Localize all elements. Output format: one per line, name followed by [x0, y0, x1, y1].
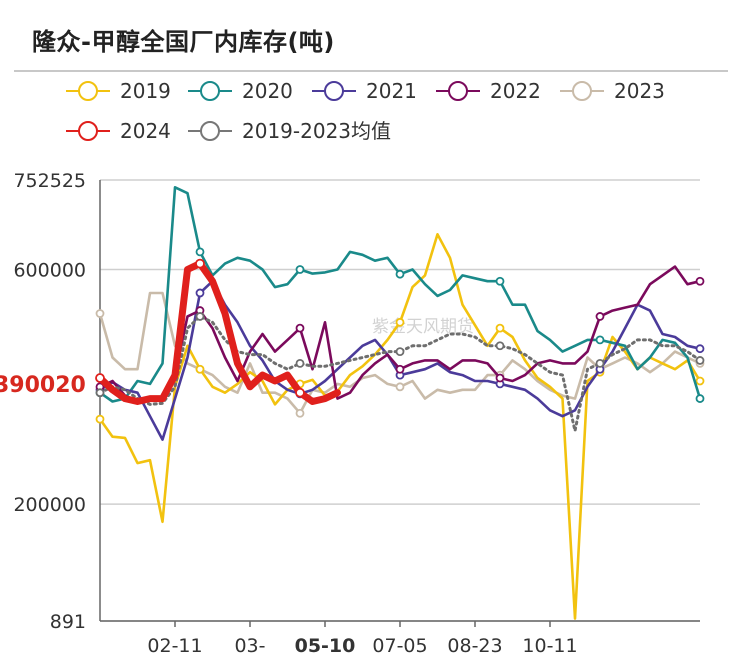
y-tick-label: 600000 — [13, 259, 86, 281]
chart-gridlines — [100, 179, 700, 622]
legend-swatch-marker — [200, 121, 220, 141]
x-tick-label: 02-11 — [147, 635, 202, 657]
series-point — [295, 265, 305, 274]
x-tick-label: 03- — [234, 635, 265, 657]
series-layer — [95, 186, 705, 620]
chart-legend: 2019 2020 2021 2022 2023 2024 2019-2023均值 — [66, 79, 665, 143]
series-point — [695, 394, 705, 403]
legend-label: 2024 — [120, 119, 171, 143]
series-point — [195, 288, 205, 298]
legend-label: 2021 — [366, 79, 417, 103]
legend-swatch-marker — [200, 81, 220, 101]
series-point — [395, 364, 405, 374]
series-line-2019 — [98, 233, 702, 620]
series-point — [95, 388, 105, 398]
series-point — [195, 258, 205, 269]
legend-swatch-marker — [78, 81, 98, 101]
x-tick-label: 05-10 — [295, 635, 356, 657]
x-tick-label: 07-05 — [372, 635, 427, 657]
series-point — [695, 344, 705, 354]
x-axis: 02-11 03- 05-10 07-05 08-23 10-11 — [100, 620, 700, 657]
x-tick-label: 10-11 — [522, 635, 577, 657]
series-point — [595, 335, 605, 345]
series-point — [395, 382, 405, 392]
series-point — [295, 323, 305, 333]
series-point — [395, 269, 405, 279]
title-divider — [14, 70, 728, 72]
series-point — [495, 341, 505, 351]
y-tick-label: 891 — [50, 611, 86, 633]
y-tick-label: 200000 — [13, 494, 86, 516]
legend-swatch-marker — [448, 81, 468, 101]
legend-item[interactable]: 2019-2023均值 — [188, 119, 391, 143]
series-point — [695, 376, 705, 386]
series-point — [195, 312, 205, 321]
y-tick-label: 752525 — [13, 170, 86, 192]
series-point — [595, 358, 605, 368]
x-tick-label: 08-23 — [447, 635, 502, 657]
series-point — [95, 414, 105, 424]
legend-swatch-marker — [572, 81, 592, 101]
legend-item[interactable]: 2023 — [560, 79, 665, 103]
series-point — [495, 276, 505, 286]
series-point — [295, 387, 305, 398]
series-point — [195, 247, 205, 257]
legend-item[interactable]: 2020 — [188, 79, 293, 103]
series-point — [95, 309, 105, 318]
series-point — [395, 347, 405, 357]
series-point — [395, 317, 405, 327]
series-point — [695, 356, 705, 365]
legend-swatch-marker — [324, 81, 344, 101]
legend-item[interactable]: 2019 — [66, 79, 171, 103]
legend-item[interactable]: 2024 — [66, 119, 171, 143]
legend-item[interactable]: 2022 — [436, 79, 541, 103]
series-line-2021 — [98, 279, 702, 441]
series-point — [295, 358, 305, 368]
legend-label: 2023 — [614, 79, 665, 103]
current-value-label: 390020 — [0, 373, 86, 398]
legend-label: 2022 — [490, 79, 541, 103]
legend-swatch-marker — [78, 121, 98, 141]
legend-label: 2020 — [242, 79, 293, 103]
legend-label: 2019 — [120, 79, 171, 103]
series-point — [195, 364, 205, 374]
series-point — [95, 373, 105, 383]
series-point — [495, 323, 505, 333]
legend-label: 2019-2023均值 — [242, 119, 391, 143]
y-axis: 752525 600000 200000 891 — [13, 170, 101, 633]
series-point — [695, 276, 705, 286]
legend-item[interactable]: 2021 — [312, 79, 417, 103]
chart-title: 隆众-甲醇全国厂内库存(吨) — [32, 28, 335, 56]
series-point — [295, 408, 305, 418]
series-point — [595, 312, 605, 321]
series-point — [495, 373, 505, 383]
